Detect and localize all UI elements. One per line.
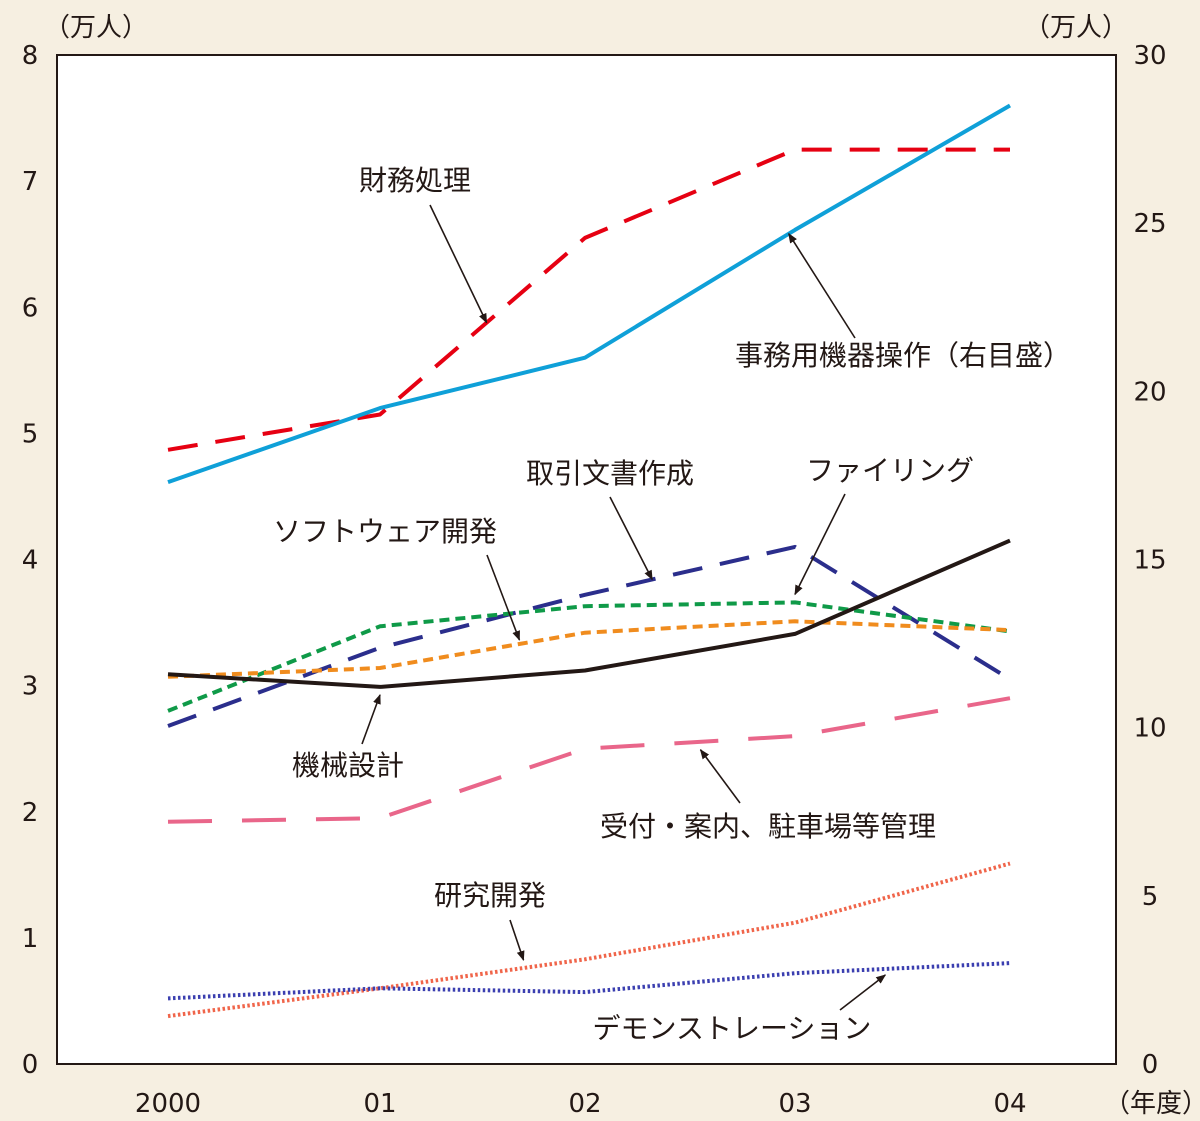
annotation-label: 受付・案内、駐車場等管理	[600, 810, 936, 843]
left-axis-unit: （万人）	[44, 13, 148, 43]
x-axis-tick-label: 01	[363, 1089, 396, 1117]
annotation-label: ファイリング	[806, 454, 974, 487]
left-axis-tick-label: 0	[22, 1050, 39, 1080]
series-line	[167, 600, 1011, 713]
plot-area	[56, 54, 1117, 1065]
annotation-label: 財務処理	[359, 164, 471, 197]
x-axis-tick-label: 02	[568, 1089, 601, 1117]
series-line	[167, 961, 1011, 1001]
left-axis-tick-label: 5	[22, 419, 39, 449]
right-axis-tick-label: 0	[1142, 1050, 1159, 1080]
right-axis-tick-label: 25	[1133, 209, 1166, 239]
annotation-label: 事務用機器操作（右目盛）	[735, 339, 1071, 372]
left-axis-tick-label: 8	[22, 41, 39, 71]
left-axis-tick-label: 4	[22, 546, 39, 576]
right-axis-tick-label: 15	[1133, 546, 1166, 576]
annotation-label: ソフトウェア開発	[273, 515, 497, 548]
annotation-arrow	[699, 748, 741, 804]
annotation-label: 機械設計	[292, 749, 404, 782]
left-axis-tick-label: 2	[22, 798, 39, 828]
series-line	[167, 619, 1011, 679]
x-axis-tick-label: 04	[993, 1089, 1026, 1117]
right-axis-tick-label: 20	[1133, 377, 1166, 407]
left-axis-tick-label: 3	[22, 672, 39, 702]
annotation-arrow	[486, 554, 521, 641]
right-axis-tick-label: 10	[1133, 714, 1166, 744]
annotation-arrow	[509, 919, 525, 961]
left-axis-tick-label: 6	[22, 293, 39, 323]
x-axis-tick-label: 03	[778, 1089, 811, 1117]
annotation-arrow	[839, 974, 887, 1011]
annotation-arrow	[429, 204, 488, 324]
annotation-label: デモンストレーション	[593, 1012, 872, 1045]
annotation-arrow	[794, 493, 846, 596]
annotation-arrow	[609, 496, 653, 581]
annotation-label: 研究開発	[434, 879, 546, 912]
series-line	[167, 544, 1012, 728]
annotation-arrow	[788, 232, 856, 339]
annotation-label: 取引文書作成	[526, 457, 694, 490]
x-axis-tick-label: 2000	[135, 1089, 201, 1117]
right-axis-unit: （万人）	[1024, 13, 1128, 43]
series-line	[167, 147, 1010, 452]
x-axis-unit: （年度）	[1104, 1089, 1200, 1117]
series-line	[167, 538, 1011, 689]
series-line	[167, 861, 1011, 1019]
right-axis-tick-label: 30	[1133, 41, 1166, 71]
series-line	[167, 103, 1012, 484]
left-axis-tick-label: 1	[22, 924, 39, 954]
right-axis-tick-label: 5	[1142, 882, 1159, 912]
left-axis-tick-label: 7	[22, 167, 39, 197]
annotation-arrow	[361, 693, 381, 745]
